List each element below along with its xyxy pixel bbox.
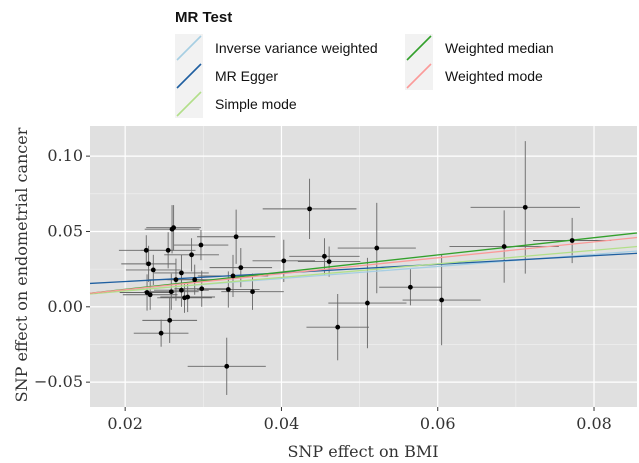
y-tick-label: −0.05 bbox=[34, 372, 83, 391]
fit-line-weighted-mode bbox=[89, 236, 638, 294]
data-point-6 bbox=[165, 247, 171, 253]
x-tick-label: 0.08 bbox=[576, 414, 612, 433]
data-point-7 bbox=[167, 317, 173, 323]
legend-key-inverse-variance-weighted bbox=[175, 34, 203, 62]
data-point-28 bbox=[322, 253, 327, 259]
legend-title: MR Test bbox=[175, 9, 232, 26]
data-point-25 bbox=[250, 289, 255, 295]
legend-key-weighted-mode bbox=[405, 62, 433, 90]
data-point-15 bbox=[185, 294, 191, 300]
data-point-23 bbox=[233, 234, 239, 240]
y-tick-label: 0.10 bbox=[47, 146, 83, 165]
x-axis-label: SNP effect on BMI bbox=[287, 442, 438, 461]
data-point-10 bbox=[168, 289, 174, 295]
x-tick-label: 0.06 bbox=[420, 414, 456, 433]
data-point-37 bbox=[569, 238, 575, 243]
y-axis: −0.05 0.00 0.05 0.10 bbox=[34, 146, 90, 391]
fit-line-weighted-median bbox=[89, 232, 638, 294]
data-point-18 bbox=[198, 242, 204, 248]
fit-line-simple-mode bbox=[89, 245, 638, 295]
data-point-19 bbox=[199, 286, 205, 292]
data-point-20 bbox=[224, 363, 230, 369]
data-point-12 bbox=[179, 270, 184, 276]
data-point-4 bbox=[150, 267, 156, 273]
data-point-0 bbox=[143, 247, 149, 253]
data-point-33 bbox=[407, 284, 413, 290]
legend-key-simple-mode bbox=[175, 90, 203, 118]
legend-label: Inverse variance weighted bbox=[215, 40, 378, 56]
data-point-13 bbox=[179, 287, 184, 293]
plot-panel bbox=[90, 126, 637, 407]
data-point-21 bbox=[225, 287, 231, 292]
data-point-9 bbox=[171, 225, 177, 231]
data-point-26 bbox=[281, 258, 287, 264]
data-point-32 bbox=[374, 245, 380, 251]
x-tick-label: 0.04 bbox=[264, 414, 300, 433]
legend: MR Test Inverse variance weighted Weighte… bbox=[175, 9, 554, 118]
regression-lines bbox=[89, 232, 638, 295]
data-point-16 bbox=[189, 252, 194, 258]
legend-key-weighted-median bbox=[405, 34, 433, 62]
x-tick-label: 0.02 bbox=[107, 414, 143, 433]
legend-label: MR Egger bbox=[215, 68, 278, 84]
data-point-5 bbox=[158, 330, 164, 336]
data-point-3 bbox=[147, 292, 153, 298]
data-point-34 bbox=[439, 297, 445, 303]
x-axis: 0.02 0.04 0.06 0.08 bbox=[107, 407, 612, 433]
y-tick-label: 0.00 bbox=[47, 297, 83, 316]
data-point-17 bbox=[192, 277, 198, 283]
data-point-36 bbox=[522, 204, 528, 210]
data-point-22 bbox=[230, 273, 236, 279]
data-point-11 bbox=[173, 277, 179, 283]
data-point-27 bbox=[307, 206, 312, 212]
data-point-31 bbox=[365, 300, 370, 306]
y-tick-label: 0.05 bbox=[47, 221, 83, 240]
legend-label: Simple mode bbox=[215, 96, 297, 112]
data-points bbox=[143, 204, 575, 369]
legend-key-mr-egger bbox=[175, 62, 203, 90]
data-point-29 bbox=[326, 259, 332, 265]
fit-line-mr-egger bbox=[89, 252, 638, 285]
data-point-1 bbox=[146, 261, 152, 267]
grid bbox=[90, 126, 637, 407]
data-point-35 bbox=[501, 244, 507, 249]
legend-label: Weighted median bbox=[445, 40, 554, 56]
data-point-30 bbox=[335, 324, 341, 330]
data-point-24 bbox=[238, 265, 244, 271]
y-axis-label: SNP effect on endometrial cancer bbox=[12, 127, 31, 402]
legend-label: Weighted mode bbox=[445, 68, 543, 84]
